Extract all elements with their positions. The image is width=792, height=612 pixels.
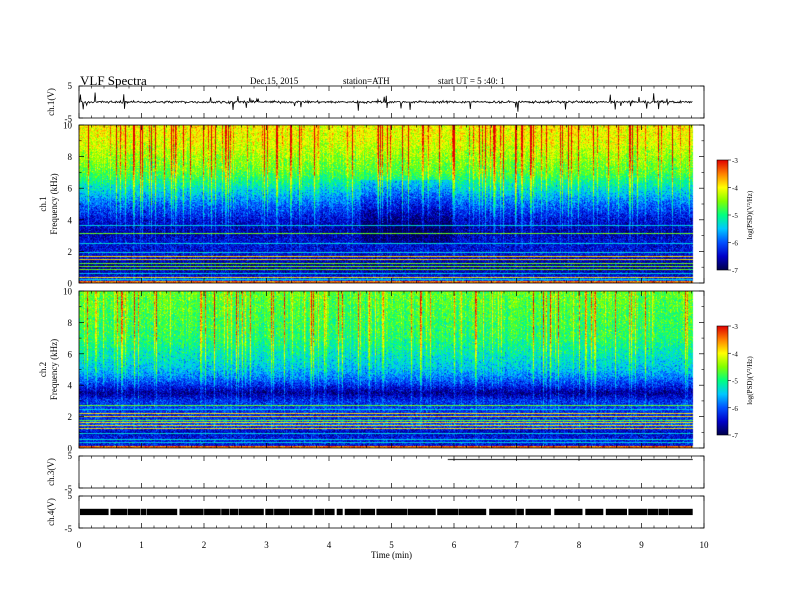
ch4-band-segment: [376, 508, 407, 516]
ch1-spectrogram-colorbar-tick-label: -5: [732, 212, 738, 220]
ch4-band-segment: [437, 508, 458, 516]
ch4-band-segment: [127, 508, 141, 516]
ch4-band-segment: [647, 508, 659, 516]
ch2-spectrogram-colorbar-tick-label: -6: [732, 405, 738, 413]
ch4-ytick-bottom: -5: [65, 524, 73, 534]
ch4-band-segment: [204, 508, 221, 516]
ch2-spectrogram-colorbar-tick-label: -7: [732, 432, 738, 440]
ch1-spectrogram-ytick-label: 8: [68, 152, 73, 162]
ch4-band-segment: [140, 508, 147, 516]
ch2-spectrogram-colorbar: [716, 325, 729, 436]
ch2-spectrogram-colorbar-tick-label: -5: [732, 378, 738, 386]
ch1-spectrogram-colorbar-tick-label: -3: [732, 157, 738, 165]
ch4-band-segment: [265, 508, 274, 516]
ch2-spectrogram-ytick-label: 2: [68, 412, 73, 422]
ch2-spectrogram-ylabel-channel: ch.2: [38, 362, 48, 377]
ch3-ylabel: ch.3(V): [46, 458, 56, 486]
ch4-band-segment: [179, 508, 204, 516]
ch4-band-segment: [221, 508, 229, 516]
ch4-band-segment: [605, 508, 627, 516]
x-tick-label: 4: [327, 540, 332, 550]
ch2-spectrogram-colorbar-tick-label: -3: [732, 323, 738, 331]
ch1-spectrogram-colorbar-tick-label: -7: [732, 267, 738, 275]
ch4-band-segment: [585, 508, 604, 516]
ch4-band-segment: [314, 508, 325, 516]
ch2-spectrogram-colorbar-label: log(PSD)(V²/Hz): [746, 356, 754, 405]
station-label: station=ATH: [343, 76, 390, 86]
ch2-spectrogram-ytick-label: 8: [68, 318, 73, 328]
ch4-band-segment: [628, 508, 647, 516]
ch4-trace: [80, 508, 693, 516]
ch1-spectrogram-ytick-label: 6: [68, 184, 73, 194]
x-tick-label: 7: [514, 540, 519, 550]
ch2-spectrogram-ylabel-frequency: Frequency (kHz): [49, 339, 59, 400]
ch1-spectrogram-colorbar-tick-label: -6: [732, 240, 738, 248]
ch4-band-segment: [336, 508, 343, 516]
ch1-spectrogram-ylabel-frequency: Frequency (kHz): [49, 173, 59, 234]
ch4-band-segment: [407, 508, 436, 516]
ch2-spectrogram-ytick-label: 6: [68, 349, 73, 359]
date-label: Dec.15, 2015: [250, 76, 299, 86]
ch1-ytick-bottom: -5: [65, 114, 73, 124]
ch4-band-segment: [324, 508, 335, 516]
x-tick-label: 2: [202, 540, 207, 550]
ch1-spectrogram-image: [79, 125, 704, 283]
ch3-ytick-top: 5: [68, 451, 73, 461]
x-tick-label: 5: [389, 540, 394, 550]
ch4-ytick-top: 5: [68, 491, 73, 501]
x-tick-label: 9: [639, 540, 644, 550]
ch1-spectrogram-colorbar-label: log(PSD)(V²/Hz): [746, 190, 754, 239]
ch4-band-segment: [554, 508, 583, 516]
ch4-band-segment: [344, 508, 360, 516]
ch1-spectrogram-ylabel-channel: ch.1: [38, 196, 48, 211]
ch4-band-segment: [238, 508, 264, 516]
ch4-band-segment: [516, 508, 524, 516]
ch1-spectrogram-ytick-label: 0: [68, 279, 73, 289]
ch1-spectrogram-ytick-label: 4: [68, 215, 73, 225]
ch1-spectrogram-colorbar-tick-label: -4: [732, 185, 738, 193]
x-tick-label: 8: [577, 540, 582, 550]
ch4-band-segment: [668, 508, 693, 516]
ch2-spectrogram-ytick-label: 0: [68, 444, 73, 454]
ch4-band-segment: [110, 508, 128, 516]
x-tick-label: 10: [700, 540, 710, 550]
start-time-label: start UT = 5 :40: 1: [438, 76, 505, 86]
ch4-band-segment: [146, 508, 178, 516]
ch1-spectrogram-ytick-label: 2: [68, 247, 73, 257]
ch1-ylabel: ch.1(V): [46, 88, 56, 116]
x-tick-label: 6: [452, 540, 457, 550]
ch2-spectrogram-ytick-label: 4: [68, 381, 73, 391]
ch4-band-segment: [274, 508, 290, 516]
ch4-band-segment: [80, 508, 109, 516]
ch4-band-segment: [525, 508, 551, 516]
ch4-band-segment: [458, 508, 487, 516]
x-axis-label: Time (min): [371, 550, 412, 560]
ch4-band-segment: [290, 508, 313, 516]
ch1-ytick-top: 5: [68, 81, 73, 91]
ch4-ylabel: ch.4(V): [46, 498, 56, 526]
ch2-spectrogram-colorbar-tick-label: -4: [732, 350, 738, 358]
ch1-spectrogram-ytick-label: 10: [63, 121, 73, 131]
x-tick-label: 3: [264, 540, 269, 550]
ch2-spectrogram-ytick-label: 10: [63, 287, 73, 297]
ch4-band-segment: [489, 508, 516, 516]
ch3-ytick-bottom: -5: [65, 484, 73, 494]
ch4-band-segment: [658, 508, 668, 516]
ch4-band-segment: [229, 508, 239, 516]
ch1-trace: [78, 92, 693, 112]
ch1-spectrogram-colorbar: [716, 159, 729, 271]
chart-title: VLF Spectra: [80, 73, 147, 88]
ch2-spectrogram-image: [79, 291, 704, 448]
x-tick-label: 1: [139, 540, 144, 550]
x-tick-label: 0: [77, 540, 82, 550]
ch4-band-segment: [360, 508, 376, 516]
